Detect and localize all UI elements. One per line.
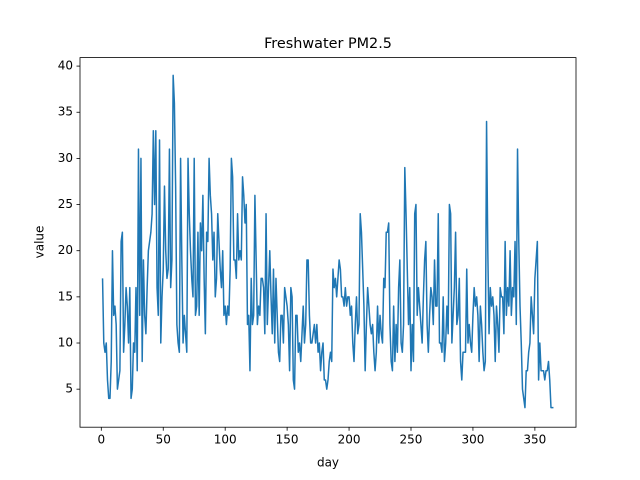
x-axis-label: day [317,456,339,470]
y-tick-label: 20 [58,243,73,257]
x-tick-label: 100 [214,433,237,447]
x-tick-label: 50 [156,433,171,447]
chart-title: Freshwater PM2.5 [264,36,392,52]
x-tick-label: 150 [276,433,299,447]
plot-frame [79,57,577,428]
y-axis-label: value [33,226,47,259]
x-tick-label: 0 [97,433,105,447]
x-tick-label: 250 [400,433,423,447]
y-tick-label: 40 [58,59,73,73]
x-tick-label: 350 [523,433,546,447]
x-tick-label: 200 [338,433,361,447]
data-line [101,74,554,409]
y-tick-label: 5 [65,382,73,396]
y-tick-label: 15 [58,289,73,303]
y-tick-label: 30 [58,151,73,165]
y-tick-label: 10 [58,336,73,350]
y-tick-label: 35 [58,105,73,119]
y-tick-label: 25 [58,197,73,211]
x-tick-label: 300 [461,433,484,447]
